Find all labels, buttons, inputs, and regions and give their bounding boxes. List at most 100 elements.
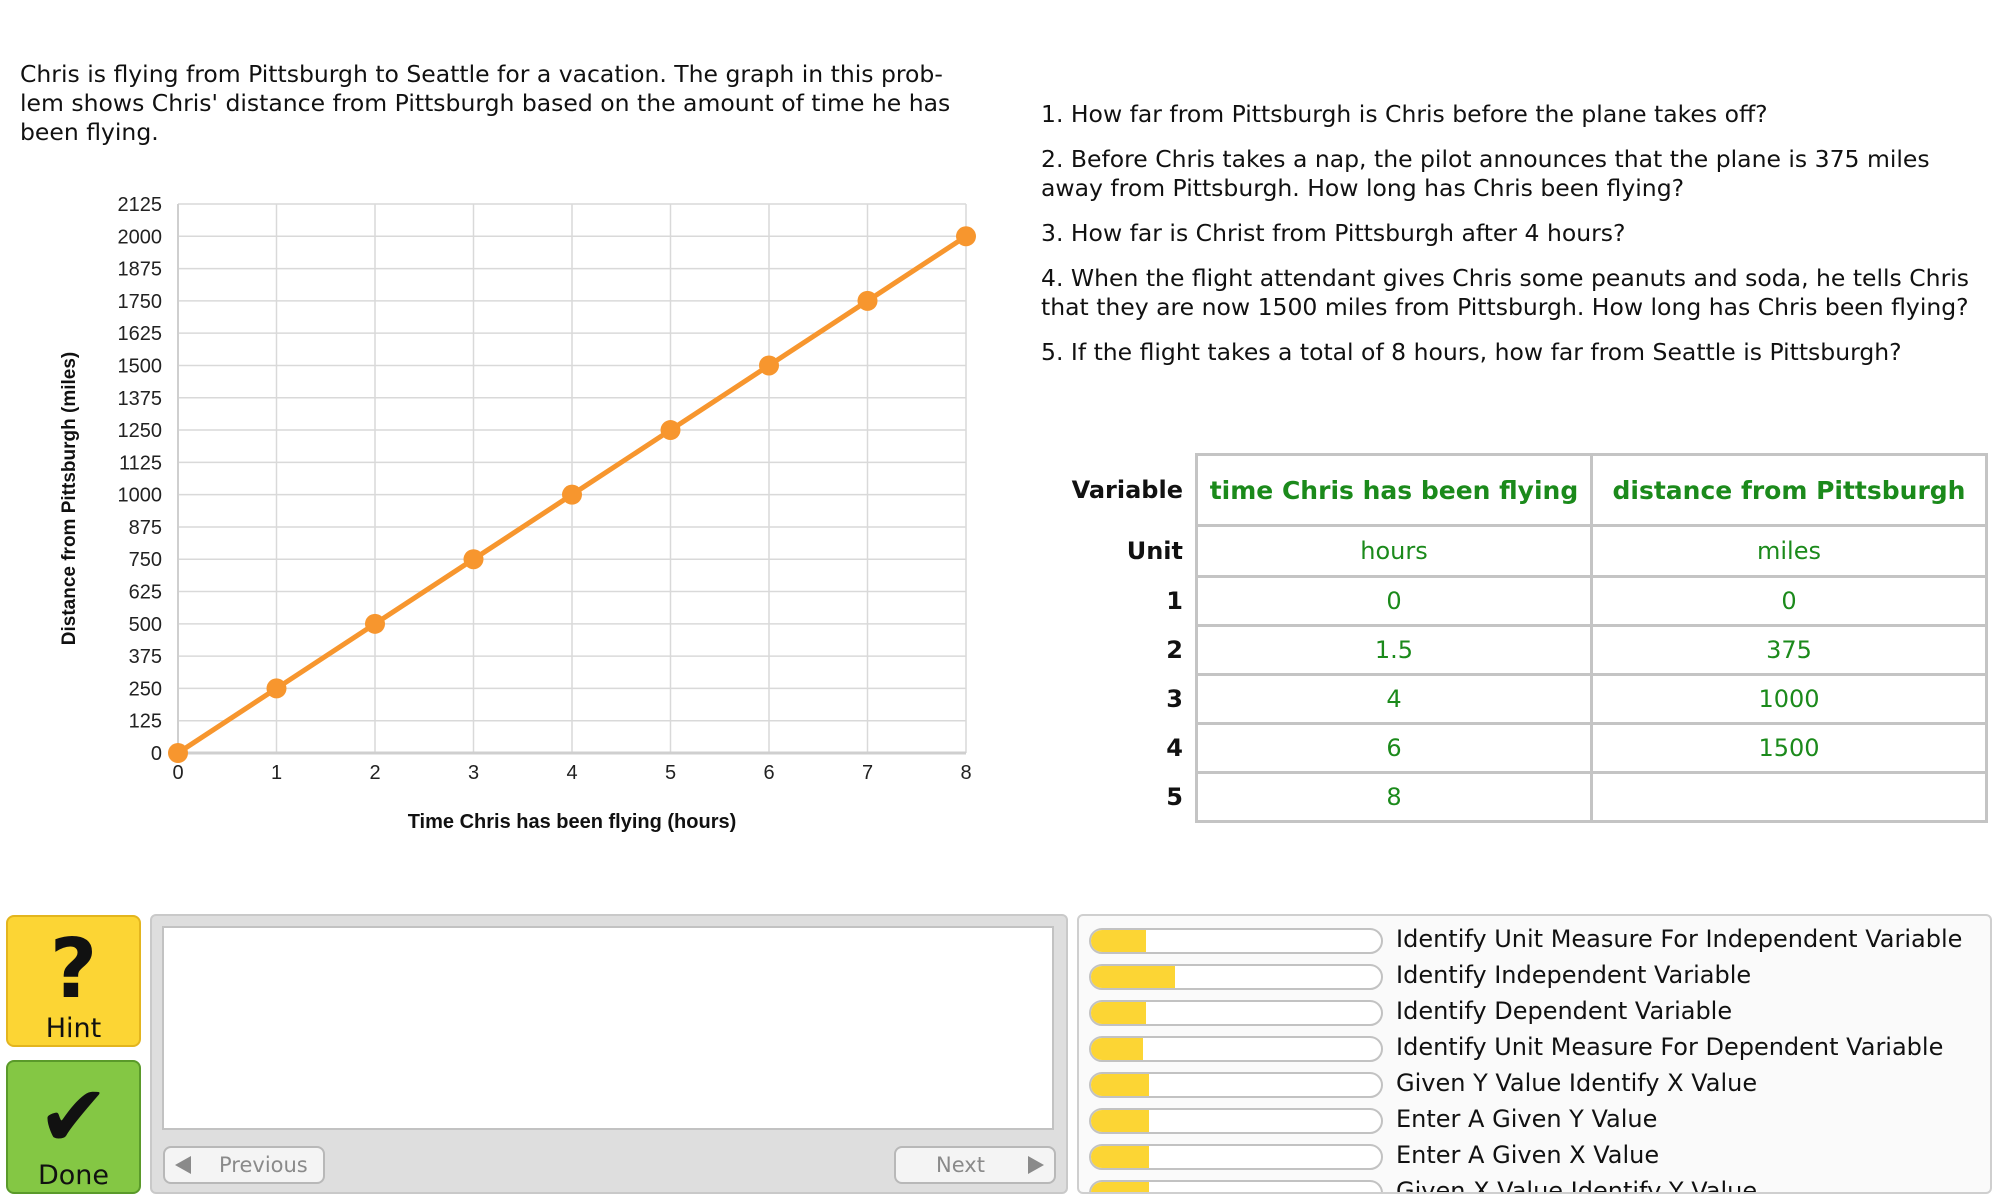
next-button[interactable]: Next [894, 1146, 1056, 1184]
x-tick-label: 7 [862, 762, 873, 784]
skill-progress-bar [1089, 964, 1383, 990]
x-tick-label: 0 [172, 762, 183, 784]
skill-name: Enter A Given Y Value [1396, 1105, 1658, 1133]
skill-progress-bar [1089, 1072, 1383, 1098]
y-tick-label: 1500 [118, 355, 163, 377]
table-cell[interactable]: 0 [1590, 575, 1988, 627]
table-cell[interactable]: 1000 [1590, 673, 1988, 725]
done-label: Done [37, 1160, 110, 1191]
question-mark-icon: ? [49, 922, 98, 1017]
y-tick-label: 125 [129, 711, 162, 733]
x-axis-title: Time Chris has been flying (hours) [408, 811, 737, 833]
y-tick-label: 250 [129, 678, 162, 700]
data-point [168, 743, 188, 763]
next-label: Next [936, 1153, 985, 1177]
x-tick-label: 4 [566, 762, 577, 784]
skill-progress-bar [1089, 928, 1383, 954]
x-tick-label: 5 [665, 762, 676, 784]
done-button[interactable]: ✔ Done [6, 1060, 141, 1194]
unit-cell-time[interactable]: hours [1195, 524, 1593, 578]
data-point [759, 355, 779, 376]
previous-label: Previous [219, 1153, 308, 1177]
y-tick-label: 750 [129, 549, 162, 571]
table-row: 5 8 [1045, 771, 1988, 823]
question-3: 3. How far is Christ from Pittsburgh aft… [1041, 219, 1626, 247]
question-5: 5. If the flight takes a total of 8 hour… [1041, 338, 1902, 366]
y-tick-label: 1000 [118, 485, 163, 507]
skill-progress-fill [1091, 966, 1176, 988]
hint-button[interactable]: ? Hint [6, 915, 141, 1047]
y-tick-label: 375 [129, 646, 162, 668]
table-row: 4 6 1500 [1045, 722, 1988, 774]
table-cell[interactable]: 8 [1195, 771, 1593, 823]
skill-progress-fill [1091, 1146, 1149, 1168]
row-label: 5 [1166, 783, 1183, 811]
skill-name: Identify Dependent Variable [1396, 997, 1733, 1025]
y-axis-title: Distance from Pittsburgh (miles) [59, 352, 80, 646]
y-tick-label: 1375 [118, 388, 163, 410]
unit-cell-distance[interactable]: miles [1590, 524, 1988, 578]
y-tick-label: 1875 [118, 259, 163, 281]
previous-button[interactable]: Previous [163, 1146, 325, 1184]
problem-statement: Chris is flying from Pittsburgh to Seatt… [20, 60, 980, 147]
skill-name: Identify Unit Measure For Independent Va… [1396, 925, 1963, 953]
problem-line: Chris is flying from Pittsburgh to Seatt… [20, 60, 943, 88]
y-tick-label: 1750 [118, 291, 163, 313]
unit-row: Unit hours miles [1045, 524, 1988, 578]
skill-progress-fill [1091, 930, 1147, 952]
data-point [266, 678, 287, 699]
data-point [660, 420, 681, 441]
row-label: 4 [1166, 734, 1183, 762]
table-cell[interactable]: 375 [1590, 624, 1988, 676]
row-label: 2 [1166, 636, 1183, 664]
skill-progress-bar [1089, 1144, 1383, 1170]
hint-message-box [162, 926, 1054, 1130]
problem-line: lem shows Chris' distance from Pittsburg… [20, 89, 951, 117]
variable-table: Variable time Chris has been flying dist… [1045, 453, 1988, 823]
question-1: 1. How far from Pittsburgh is Chris befo… [1041, 100, 1768, 128]
table-row: 1 0 0 [1045, 575, 1988, 627]
skill-name: Identify Unit Measure For Dependent Vari… [1396, 1033, 1944, 1061]
table-cell[interactable]: 1.5 [1195, 624, 1593, 676]
hint-message-panel: Previous Next [150, 914, 1068, 1194]
empty-answer-cell[interactable] [1590, 771, 1988, 823]
table-cell[interactable]: 4 [1195, 673, 1593, 725]
table-cell[interactable]: 0 [1195, 575, 1593, 627]
data-point [463, 549, 484, 570]
y-tick-label: 1625 [118, 323, 163, 345]
table-header-row: Variable time Chris has been flying dist… [1045, 453, 1988, 527]
table-cell[interactable]: 1500 [1590, 722, 1988, 774]
column-header-time[interactable]: time Chris has been flying [1195, 453, 1593, 527]
skill-meter-panel: Identify Unit Measure For Independent Va… [1077, 914, 1992, 1194]
question-4: 4. When the flight attendant gives Chris… [1041, 264, 1970, 321]
y-tick-label: 2125 [118, 194, 163, 216]
triangle-left-icon [175, 1156, 191, 1174]
x-tick-label: 1 [271, 762, 282, 784]
x-tick-label: 2 [369, 762, 380, 784]
skill-progress-fill [1091, 1038, 1144, 1060]
skill-progress-fill [1091, 1110, 1149, 1132]
skill-progress-bar [1089, 1036, 1383, 1062]
table-cell[interactable]: 6 [1195, 722, 1593, 774]
x-tick-label: 3 [468, 762, 479, 784]
data-point [562, 484, 582, 505]
row-label: 1 [1166, 587, 1183, 615]
checkmark-icon: ✔ [37, 1067, 110, 1167]
hint-label: Hint [45, 1013, 102, 1044]
data-point [857, 290, 878, 311]
row-label: 3 [1166, 685, 1183, 713]
x-tick-label: 6 [763, 762, 774, 784]
variable-row-label: Variable [1071, 476, 1183, 504]
problem-line: been flying. [20, 118, 159, 146]
y-tick-label: 2000 [118, 226, 163, 248]
skill-progress-fill [1091, 1182, 1149, 1192]
table-row: 2 1.5 375 [1045, 624, 1988, 676]
skill-progress-fill [1091, 1074, 1149, 1096]
y-tick-label: 1250 [118, 420, 163, 442]
distance-time-chart: 0125250375500625750875100011251250137515… [59, 194, 976, 833]
y-tick-label: 0 [151, 743, 162, 765]
column-header-distance[interactable]: distance from Pittsburgh [1590, 453, 1988, 527]
questions-list: 1. How far from Pittsburgh is Chris befo… [1041, 100, 1991, 383]
skill-progress-bar [1089, 1000, 1383, 1026]
unit-row-label: Unit [1126, 537, 1183, 565]
